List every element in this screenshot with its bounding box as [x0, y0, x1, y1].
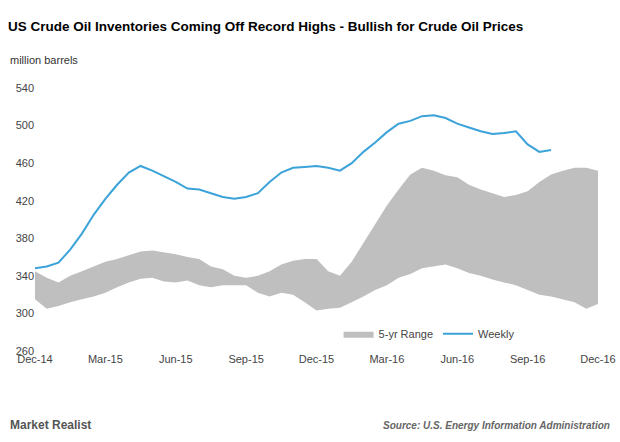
svg-text:Dec-14: Dec-14 — [17, 353, 52, 365]
svg-text:Jun-15: Jun-15 — [159, 353, 193, 365]
svg-text:Market Realist: Market Realist — [10, 418, 91, 432]
svg-text:Source: U.S. Energy Informatio: Source: U.S. Energy Information Administ… — [383, 420, 610, 431]
svg-text:380: 380 — [16, 232, 34, 244]
svg-text:260: 260 — [16, 345, 34, 357]
svg-text:Sep-16: Sep-16 — [510, 353, 545, 365]
svg-text:500: 500 — [16, 119, 34, 131]
svg-text:Jun-16: Jun-16 — [440, 353, 474, 365]
svg-text:300: 300 — [16, 307, 34, 319]
svg-text:420: 420 — [16, 195, 34, 207]
svg-text:million barrels: million barrels — [10, 54, 78, 66]
svg-text:US Crude Oil Inventories Comin: US Crude Oil Inventories Coming Off Reco… — [8, 19, 523, 34]
svg-text:Mar-15: Mar-15 — [88, 353, 123, 365]
svg-text:Weekly: Weekly — [478, 328, 514, 340]
svg-text:460: 460 — [16, 157, 34, 169]
svg-text:Dec-16: Dec-16 — [580, 353, 615, 365]
svg-text:340: 340 — [16, 270, 34, 282]
svg-text:Mar-16: Mar-16 — [369, 353, 404, 365]
svg-text:5-yr Range: 5-yr Range — [379, 328, 433, 340]
svg-text:540: 540 — [16, 82, 34, 94]
svg-text:Sep-15: Sep-15 — [228, 353, 263, 365]
svg-text:Dec-15: Dec-15 — [299, 353, 334, 365]
